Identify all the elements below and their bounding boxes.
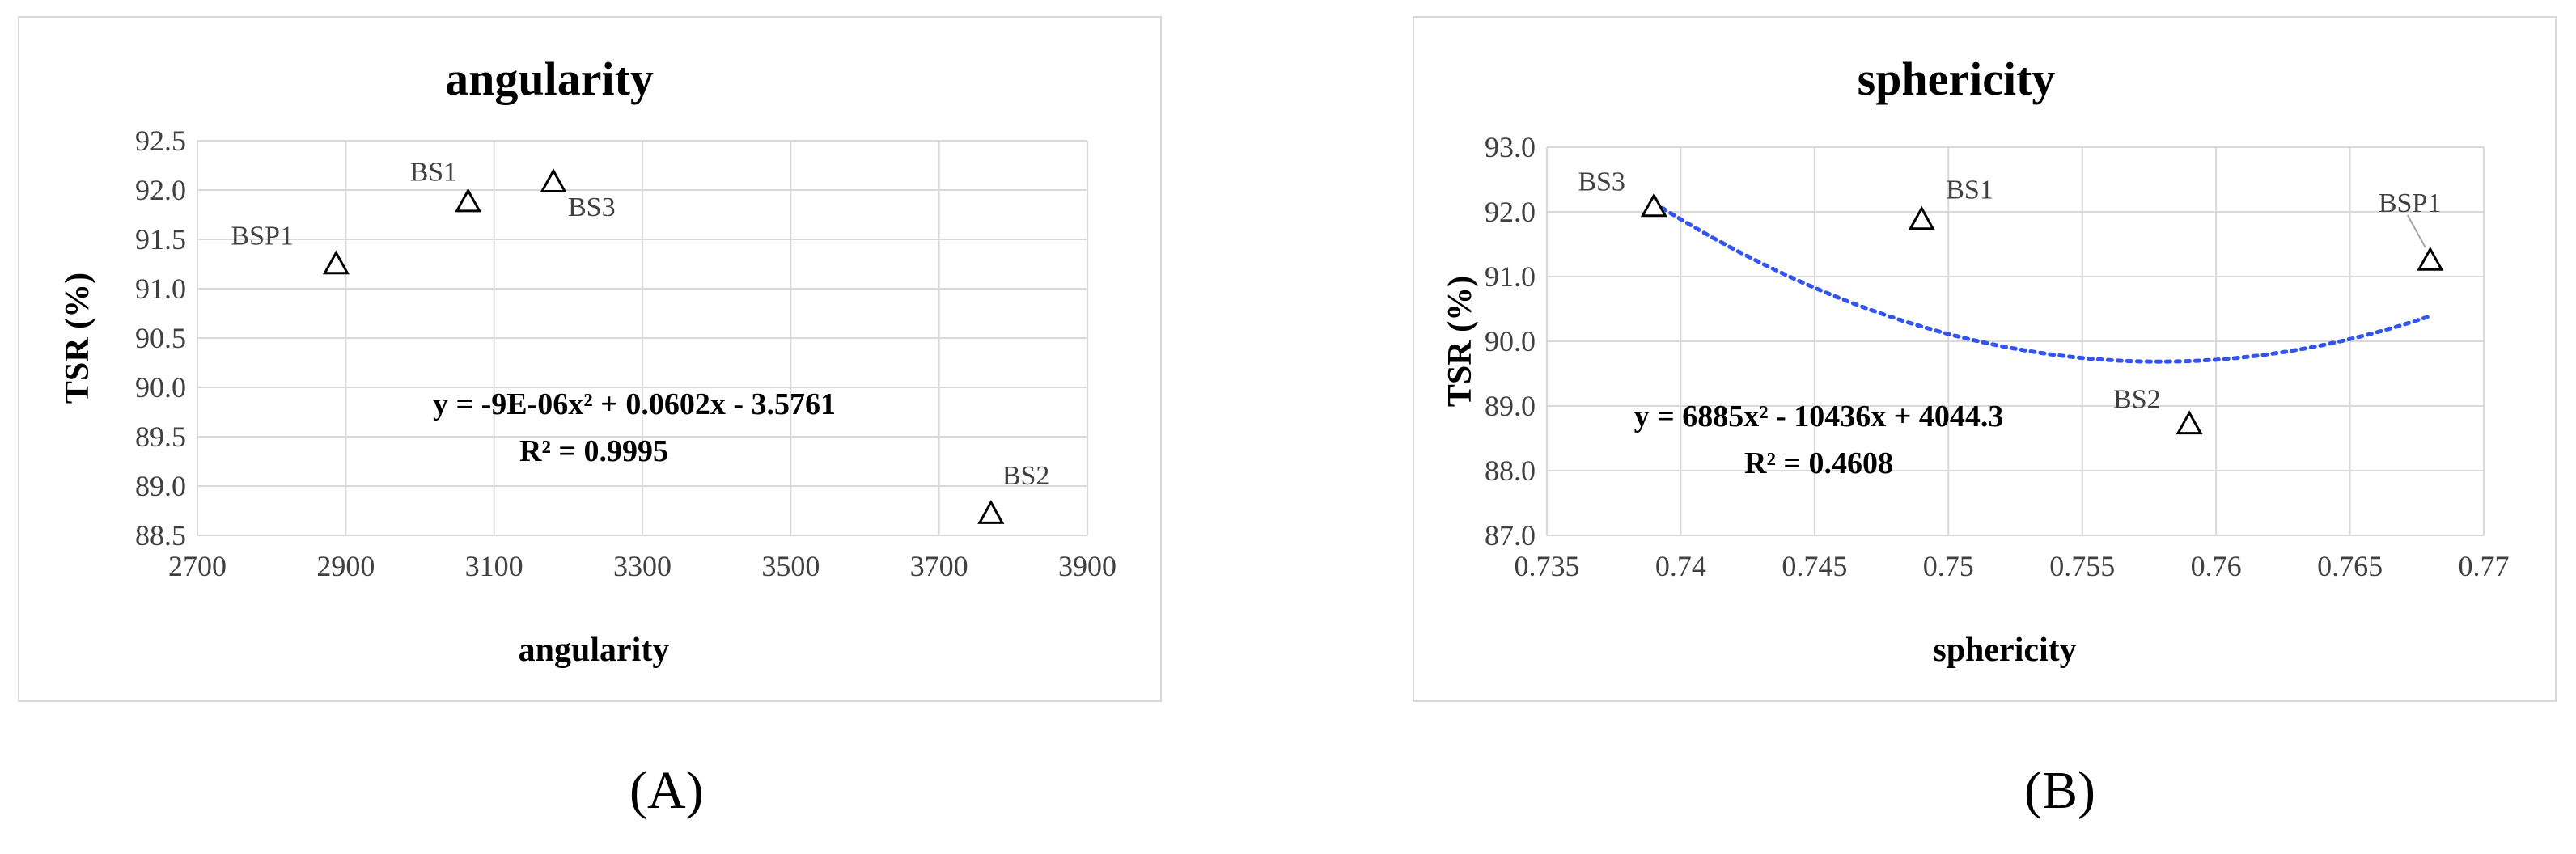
x-axis-label: sphericity — [1933, 632, 2076, 669]
x-tick-label: 2900 — [316, 550, 375, 582]
y-tick-label: 91.0 — [135, 273, 186, 305]
y-tick-label: 91.0 — [1485, 260, 1536, 293]
chart-angularity: angularity 88.5 89.0 89.5 90.0 90.5 91.0 91.5 92… — [59, 53, 1116, 669]
y-tick-label: 92.0 — [135, 174, 186, 206]
chart-panel-angularity: angularity 88.5 89.0 89.5 90.0 90.5 91.0 91.5 92… — [18, 16, 1162, 702]
y-axis-label: TSR (%) — [1442, 276, 1479, 407]
data-point-label: BS2 — [2113, 384, 2161, 414]
x-tick-label: 0.76 — [2191, 550, 2242, 582]
data-point-marker — [322, 250, 350, 275]
y-tick-label: 89.0 — [1485, 390, 1536, 422]
chart-panel-sphericity: sphericity 87.0 88.0 89.0 90.0 91.0 92.0 93.0 0.… — [1413, 16, 2557, 702]
trendline-equation: y = 6885x² - 10436x + 4044.3 — [1634, 400, 2004, 433]
y-tick-label: 90.0 — [135, 371, 186, 404]
data-point-marker — [540, 168, 567, 192]
r-squared-label: R² = 0.9995 — [519, 434, 668, 468]
data-point-marker — [977, 500, 1005, 524]
data-point-marker — [1640, 192, 1667, 218]
data-point-label: BS3 — [1578, 167, 1625, 197]
x-tick-label: 0.735 — [1515, 550, 1580, 582]
x-tick-label: 0.74 — [1655, 550, 1706, 582]
figure-label-a: (A) — [629, 761, 704, 820]
x-tick-label: 0.745 — [1782, 550, 1847, 582]
data-point-label: BSP1 — [2379, 188, 2442, 218]
y-tick-label: 89.0 — [135, 470, 186, 502]
y-tick-label: 88.0 — [1485, 454, 1536, 487]
x-tick-label: 2700 — [168, 550, 227, 582]
y-tick-label: 89.5 — [135, 421, 186, 453]
x-tick-label: 0.755 — [2049, 550, 2115, 582]
data-point-label: BS1 — [1946, 175, 1993, 205]
data-point-marker — [1908, 205, 1935, 230]
chart-title: sphericity — [1858, 53, 2056, 105]
r-squared-label: R² = 0.4608 — [1744, 446, 1893, 480]
trendline — [1651, 201, 2433, 364]
chart-sphericity: sphericity 87.0 88.0 89.0 90.0 91.0 92.0 93.0 0.… — [1442, 53, 2510, 669]
x-tick-label: 3300 — [613, 550, 672, 582]
y-tick-label: 87.0 — [1485, 519, 1536, 552]
data-point-label: BS3 — [568, 192, 616, 222]
x-tick-label: 3900 — [1058, 550, 1116, 582]
data-point-marker — [2176, 410, 2203, 435]
data-point-marker — [2417, 246, 2444, 271]
x-axis-label: angularity — [519, 632, 670, 669]
x-tick-label: 0.77 — [2459, 550, 2510, 582]
data-point-marker — [455, 188, 482, 213]
y-tick-label: 93.0 — [1485, 131, 1536, 163]
y-tick-label: 88.5 — [135, 519, 186, 552]
x-tick-label: 0.765 — [2317, 550, 2383, 582]
x-tick-label: 3500 — [761, 550, 820, 582]
y-tick-label: 90.0 — [1485, 325, 1536, 357]
data-point-label: BSP1 — [231, 222, 294, 252]
y-tick-label: 91.5 — [135, 223, 186, 256]
data-point-label: BS2 — [1002, 461, 1050, 491]
chart-title: angularity — [445, 53, 654, 105]
y-tick-label: 90.5 — [135, 322, 186, 354]
x-tick-label: 0.75 — [1923, 550, 1974, 582]
x-tick-label: 3700 — [910, 550, 968, 582]
figure-label-b: (B) — [2024, 761, 2095, 820]
data-point-label: BS1 — [410, 158, 458, 188]
x-tick-label: 3100 — [465, 550, 523, 582]
y-tick-label: 92.5 — [135, 125, 186, 157]
y-axis-label: TSR (%) — [59, 273, 96, 404]
y-tick-label: 92.0 — [1485, 196, 1536, 228]
label-leader-line — [2406, 214, 2426, 248]
trendline-equation: y = -9E-06x² + 0.0602x - 3.5761 — [433, 387, 836, 421]
